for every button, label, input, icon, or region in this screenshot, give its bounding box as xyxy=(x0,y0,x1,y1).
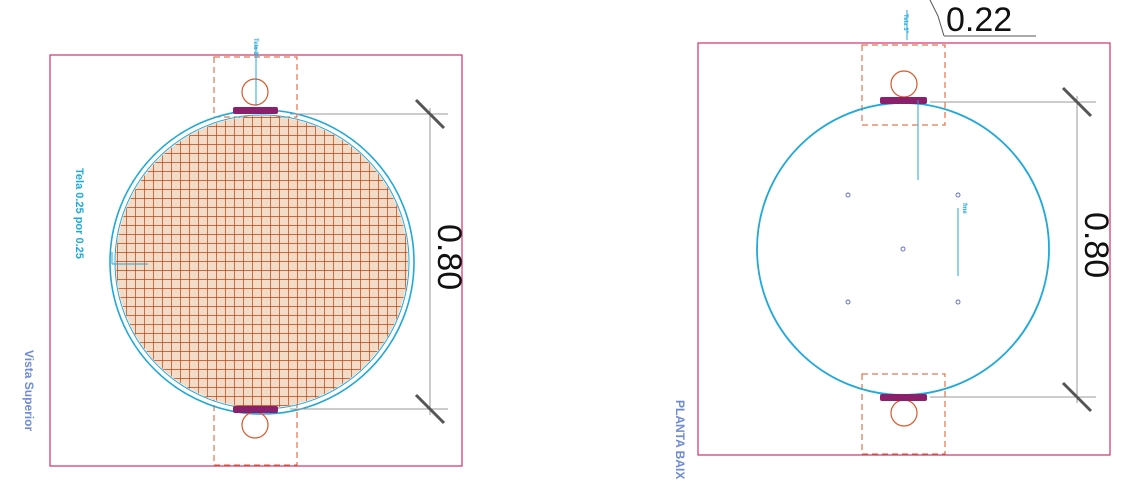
left-top-bracket xyxy=(233,107,278,114)
right-frame xyxy=(697,42,1111,456)
left-view: Tela 3" Tela 0.25 por 0.25 0.80 Vista Su… xyxy=(22,38,468,467)
left-bottom-bracket xyxy=(233,406,278,413)
dot-top-right xyxy=(955,192,961,198)
right-view-title: PLANTA BAIX xyxy=(673,400,687,479)
mesh-label: Tela 0.25 por 0.25 xyxy=(73,168,85,259)
right-top-ring xyxy=(890,70,918,98)
right-bottom-lifting-box xyxy=(861,373,946,455)
right-view: Tela 3" fme 0.22 0.80 PLANTA BAIX xyxy=(673,0,1115,479)
mesh-grid xyxy=(116,116,408,408)
dot-top-left xyxy=(845,192,851,198)
right-top-bracket xyxy=(880,97,927,104)
right-small-tag-side: fme xyxy=(961,203,967,214)
dot-bottom-right xyxy=(955,299,961,305)
left-small-tag: Tela 3" xyxy=(252,38,258,58)
left-bottom-ring xyxy=(241,411,269,439)
right-top-lifting-box xyxy=(861,44,946,126)
left-view-title: Vista Superior xyxy=(22,350,36,431)
right-main-circle xyxy=(756,102,1050,396)
right-small-tag-top: Tela 3" xyxy=(902,14,908,34)
left-top-ring xyxy=(241,78,269,106)
right-bottom-ring xyxy=(890,399,918,427)
right-dimension: 0.80 xyxy=(1077,212,1115,278)
dot-bottom-left xyxy=(845,299,851,305)
left-dimension: 0.80 xyxy=(430,224,468,290)
right-callout: 0.22 xyxy=(946,1,1012,39)
dot-center xyxy=(900,246,906,252)
right-bottom-bracket xyxy=(880,394,927,401)
